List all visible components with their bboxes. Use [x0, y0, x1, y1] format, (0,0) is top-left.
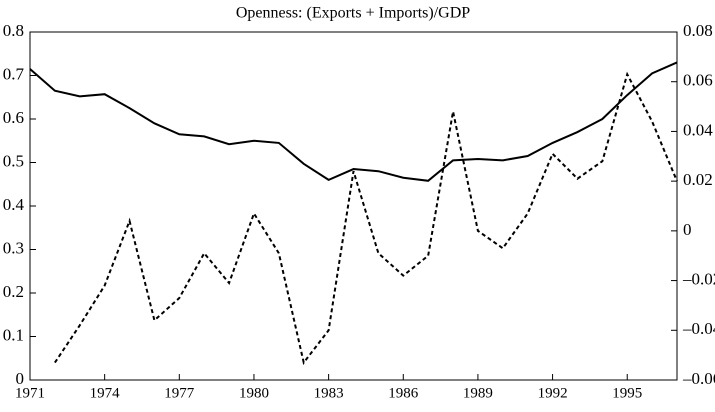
chart-title: Openness: (Exports + Imports)/GDP	[236, 5, 470, 22]
data-line	[54, 71, 678, 365]
y-tick-label: 0.5	[3, 151, 24, 170]
x-tick-label: 1986	[388, 385, 419, 401]
y2-tick-label: –0.02	[682, 269, 715, 288]
x-tick-label: 1995	[612, 385, 642, 401]
y-tick-label: 0.1	[3, 325, 24, 344]
x-tick-label: 1971	[15, 385, 45, 401]
data-line	[29, 61, 678, 182]
plot-frame	[29, 31, 678, 381]
x-tick-label: 1983	[314, 385, 344, 401]
y2-tick-label: –0.06	[682, 369, 715, 388]
y-tick-label: 0.3	[3, 238, 24, 257]
y2-tick-label: 0.02	[683, 170, 713, 189]
y-tick-label: 0.8	[3, 21, 24, 40]
y2-tick-label: 0.06	[683, 71, 713, 90]
x-tick-label: 1977	[164, 385, 195, 401]
y2-tick-label: –0.04	[682, 319, 715, 338]
x-tick-label: 1992	[538, 385, 568, 401]
y-tick-label: 0	[16, 369, 25, 388]
y-tick-label: 0.2	[3, 282, 24, 301]
y-tick-label: 0.7	[3, 64, 25, 83]
y-tick-label: 0.6	[3, 108, 24, 127]
y2-tick-label: 0	[683, 220, 692, 239]
x-tick-label: 1989	[463, 385, 493, 401]
y-tick-label: 0.4	[3, 195, 25, 214]
x-tick-label: 1980	[239, 385, 269, 401]
y2-tick-label: 0.08	[683, 21, 713, 40]
y2-tick-label: 0.04	[683, 120, 713, 139]
x-tick-label: 1974	[90, 385, 121, 401]
